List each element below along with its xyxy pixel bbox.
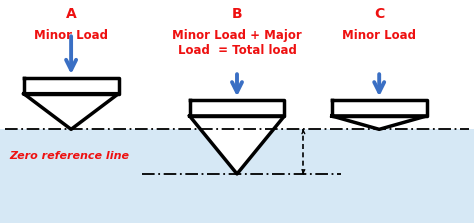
- Text: Minor Load: Minor Load: [342, 29, 416, 42]
- Text: A: A: [66, 7, 76, 21]
- Text: Zero reference line: Zero reference line: [9, 151, 129, 161]
- FancyBboxPatch shape: [332, 100, 427, 116]
- FancyBboxPatch shape: [190, 100, 284, 116]
- Text: Minor Load + Major
Load  = Total load: Minor Load + Major Load = Total load: [172, 29, 302, 57]
- Text: B: B: [232, 7, 242, 21]
- FancyBboxPatch shape: [0, 129, 474, 223]
- FancyBboxPatch shape: [24, 78, 119, 94]
- Polygon shape: [24, 94, 119, 129]
- Polygon shape: [190, 116, 284, 174]
- Text: Minor Load: Minor Load: [34, 29, 108, 42]
- Text: C: C: [374, 7, 384, 21]
- Polygon shape: [332, 116, 427, 129]
